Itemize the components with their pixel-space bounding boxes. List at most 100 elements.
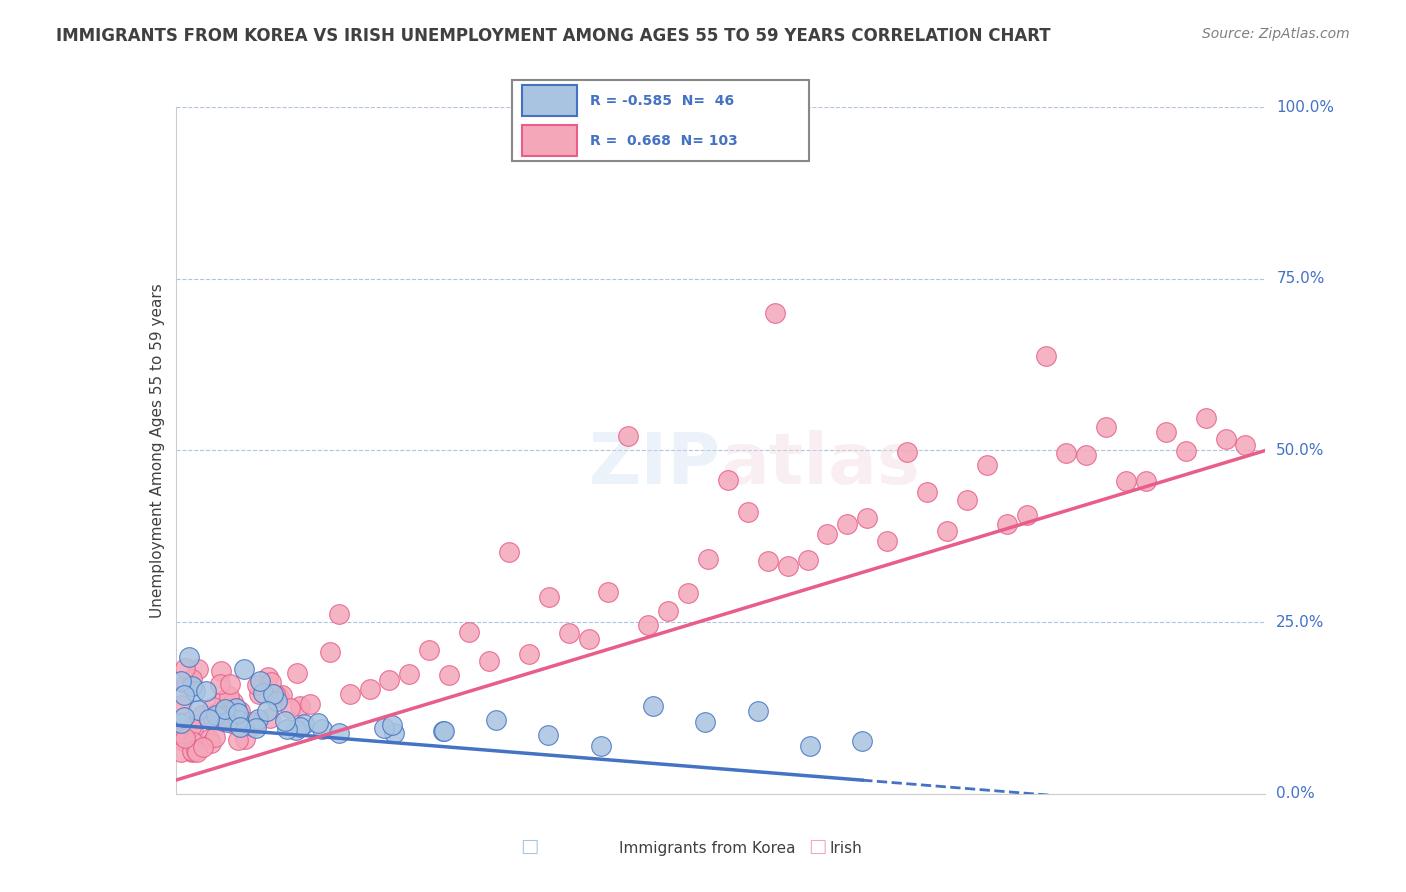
Point bbox=[433, 723, 456, 738]
Point bbox=[285, 666, 308, 681]
Point bbox=[176, 724, 198, 739]
Point bbox=[359, 681, 381, 696]
Point bbox=[245, 722, 267, 736]
Text: 50.0%: 50.0% bbox=[1277, 443, 1324, 458]
Point bbox=[956, 493, 979, 508]
Point bbox=[398, 667, 420, 681]
Point bbox=[181, 744, 204, 758]
Point bbox=[174, 661, 197, 675]
Point bbox=[307, 716, 329, 731]
Point bbox=[247, 712, 270, 726]
Point bbox=[717, 473, 740, 487]
Point bbox=[190, 707, 212, 722]
Point bbox=[1195, 411, 1218, 425]
Point bbox=[288, 699, 311, 714]
Point bbox=[256, 705, 278, 719]
Point bbox=[976, 458, 998, 473]
Point bbox=[222, 695, 245, 709]
Point bbox=[339, 687, 361, 701]
Point bbox=[228, 713, 250, 727]
Point bbox=[557, 626, 579, 640]
Point bbox=[173, 688, 195, 702]
Point bbox=[260, 674, 283, 689]
Point bbox=[245, 715, 267, 730]
Point bbox=[796, 553, 818, 567]
Point bbox=[229, 704, 252, 718]
Point bbox=[1135, 474, 1157, 488]
Point bbox=[617, 429, 640, 443]
Point bbox=[676, 586, 699, 600]
Point bbox=[537, 591, 560, 605]
Point bbox=[274, 714, 297, 728]
Point bbox=[641, 698, 664, 713]
Text: R =  0.668  N= 103: R = 0.668 N= 103 bbox=[589, 134, 737, 148]
Point bbox=[756, 554, 779, 568]
Point bbox=[1234, 438, 1257, 452]
Point bbox=[214, 708, 236, 723]
Point bbox=[896, 445, 918, 459]
Point bbox=[209, 677, 232, 691]
Point bbox=[1076, 449, 1098, 463]
Point bbox=[233, 731, 256, 746]
Point bbox=[485, 714, 508, 728]
Point bbox=[1154, 425, 1177, 439]
Point bbox=[246, 678, 269, 692]
Point bbox=[215, 714, 238, 729]
Text: □: □ bbox=[808, 838, 827, 856]
Point bbox=[319, 645, 342, 659]
Point bbox=[249, 674, 271, 689]
Text: 75.0%: 75.0% bbox=[1277, 271, 1324, 286]
Point bbox=[170, 674, 193, 689]
Text: atlas: atlas bbox=[721, 430, 921, 499]
Text: IMMIGRANTS FROM KOREA VS IRISH UNEMPLOYMENT AMONG AGES 55 TO 59 YEARS CORRELATIO: IMMIGRANTS FROM KOREA VS IRISH UNEMPLOYM… bbox=[56, 27, 1050, 45]
Text: □: □ bbox=[520, 838, 538, 856]
Point bbox=[259, 711, 281, 725]
Point bbox=[194, 684, 217, 698]
Point bbox=[292, 717, 315, 731]
Point bbox=[276, 722, 298, 736]
FancyBboxPatch shape bbox=[522, 85, 578, 116]
Point bbox=[186, 745, 208, 759]
Point bbox=[170, 698, 193, 712]
Point bbox=[935, 524, 957, 538]
Point bbox=[851, 733, 873, 747]
FancyBboxPatch shape bbox=[522, 125, 578, 156]
Point bbox=[218, 689, 240, 703]
Point bbox=[204, 730, 226, 744]
Point bbox=[266, 694, 288, 708]
Point bbox=[311, 722, 333, 736]
Point bbox=[517, 648, 540, 662]
Point bbox=[209, 664, 232, 678]
Point bbox=[179, 649, 201, 664]
Point bbox=[229, 720, 252, 734]
Point bbox=[458, 625, 481, 640]
Point bbox=[226, 733, 249, 747]
Point bbox=[176, 677, 198, 691]
Text: 100.0%: 100.0% bbox=[1277, 100, 1334, 114]
Point bbox=[252, 686, 274, 700]
Point bbox=[418, 643, 440, 657]
Point bbox=[380, 717, 402, 731]
Point bbox=[170, 745, 193, 759]
Point bbox=[995, 516, 1018, 531]
Point bbox=[170, 716, 193, 731]
FancyBboxPatch shape bbox=[512, 80, 810, 161]
Point bbox=[269, 690, 291, 704]
Point bbox=[382, 726, 405, 740]
Point bbox=[328, 725, 350, 739]
Text: R = -0.585  N=  46: R = -0.585 N= 46 bbox=[589, 94, 734, 108]
Point bbox=[240, 719, 263, 733]
Point bbox=[172, 734, 194, 748]
Point bbox=[290, 720, 312, 734]
Point bbox=[212, 693, 235, 707]
Point bbox=[1115, 474, 1137, 488]
Point bbox=[263, 687, 285, 701]
Point bbox=[915, 485, 938, 500]
Point bbox=[817, 527, 839, 541]
Point bbox=[181, 723, 204, 738]
Y-axis label: Unemployment Among Ages 55 to 59 years: Unemployment Among Ages 55 to 59 years bbox=[149, 283, 165, 618]
Point bbox=[776, 558, 799, 573]
Point bbox=[184, 742, 207, 756]
Point bbox=[170, 730, 193, 744]
Point bbox=[225, 701, 247, 715]
